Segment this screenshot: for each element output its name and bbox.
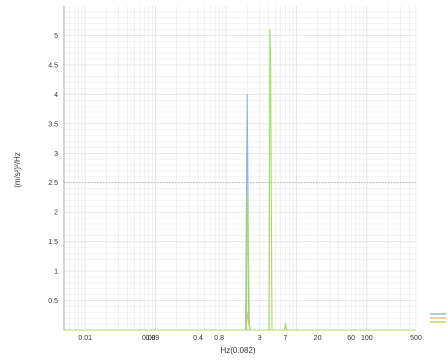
x-tick-label: 3	[258, 335, 262, 342]
x-tick-label: 500	[410, 335, 422, 342]
x-axis-title: Hz(0.082)	[220, 346, 255, 355]
tick-labels: 0.5 1 1.5 2 2.5 3 3.5 4 4.5 5 0.01 0.080.09 0.4 0.8 3 7…	[48, 33, 422, 342]
y-axis-title: (m/s²)²/Hz	[13, 152, 22, 188]
y-tick-label: 1.5	[48, 239, 58, 246]
grid	[63, 6, 417, 330]
series-lines	[64, 29, 416, 331]
y-tick-label: 5	[54, 33, 58, 40]
x-tick-label: 60	[347, 335, 355, 342]
y-tick-label: 0.5	[48, 298, 58, 305]
series-line-2	[64, 311, 416, 331]
x-tick-label: 7	[284, 335, 288, 342]
y-tick-label: 2.5	[48, 180, 58, 187]
axes	[63, 6, 416, 331]
x-tick-label: 100	[361, 335, 373, 342]
y-tick-label: 3.5	[48, 121, 58, 128]
y-tick-label: 2	[54, 210, 58, 217]
x-tick-label: 0.4	[193, 335, 203, 342]
y-tick-label: 1	[54, 269, 58, 276]
x-tick-label: 0.09	[146, 335, 160, 342]
x-tick-label: 0.08	[142, 335, 156, 342]
series-line-3	[64, 29, 416, 331]
x-tick-label: 20	[314, 335, 322, 342]
legend	[430, 313, 446, 323]
y-tick-label: 3	[54, 151, 58, 158]
x-tick-label: 0.8	[214, 335, 224, 342]
y-tick-label: 4.5	[48, 62, 58, 69]
y-tick-label: 4	[54, 92, 58, 99]
x-tick-label: 0.01	[78, 335, 92, 342]
